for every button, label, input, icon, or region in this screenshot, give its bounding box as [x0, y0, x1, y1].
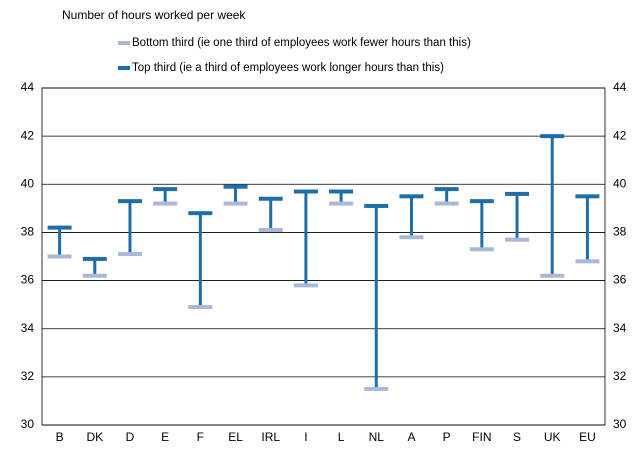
top-marker — [258, 196, 283, 201]
bottom-marker — [47, 254, 72, 259]
x-tick-label: I — [304, 430, 307, 444]
y-tick-label: 44 — [21, 80, 35, 94]
x-tick-label: FIN — [472, 430, 491, 444]
y-tick-label-right: 38 — [613, 225, 627, 239]
y-tick-label-right: 40 — [613, 176, 627, 190]
bottom-marker — [364, 386, 389, 391]
bottom-marker — [293, 283, 318, 288]
y-tick-label: 40 — [21, 176, 35, 190]
y-tick-label-right: 36 — [613, 273, 627, 287]
x-tick-label: F — [197, 430, 204, 444]
bottom-marker — [223, 201, 248, 206]
x-tick-label: L — [338, 430, 345, 444]
x-tick-label: A — [407, 430, 415, 444]
legend-swatch — [118, 41, 130, 45]
top-marker — [469, 199, 494, 204]
bottom-marker — [153, 201, 178, 206]
top-marker — [364, 203, 389, 208]
top-marker — [153, 187, 178, 192]
x-tick-label: D — [126, 430, 135, 444]
y-tick-label-right: 32 — [613, 369, 627, 383]
x-tick-label: NL — [369, 430, 385, 444]
top-marker — [434, 187, 459, 192]
bottom-marker — [82, 273, 107, 278]
x-tick-label: EL — [228, 430, 243, 444]
y-tick-label: 36 — [21, 273, 35, 287]
bottom-marker — [434, 201, 459, 206]
bottom-marker — [575, 259, 600, 264]
legend-label: Bottom third (ie one third of employees … — [132, 37, 471, 49]
x-tick-label: UK — [544, 430, 561, 444]
top-marker — [505, 191, 530, 196]
x-tick-label: B — [56, 430, 64, 444]
y-tick-label: 42 — [21, 128, 35, 142]
top-marker — [575, 194, 600, 199]
y-tick-label: 34 — [21, 321, 35, 335]
x-tick-label: P — [443, 430, 451, 444]
bottom-marker — [399, 235, 424, 240]
x-tick-label: S — [513, 430, 521, 444]
y-tick-label: 30 — [21, 417, 35, 431]
top-marker — [188, 211, 213, 216]
bottom-marker — [258, 228, 283, 233]
y-tick-label-right: 44 — [613, 80, 627, 94]
bottom-marker — [188, 305, 213, 310]
chart-title: Number of hours worked per week — [62, 8, 246, 22]
bottom-marker — [329, 201, 354, 206]
top-marker — [540, 134, 565, 139]
bottom-marker — [469, 247, 494, 252]
x-tick-label: E — [161, 430, 169, 444]
top-marker — [47, 225, 72, 230]
plot-frame — [41, 87, 606, 426]
y-tick-label-right: 30 — [613, 417, 627, 431]
x-tick-label: IRL — [261, 430, 280, 444]
y-tick-label: 32 — [21, 369, 35, 383]
bottom-marker — [505, 237, 530, 242]
top-marker — [223, 184, 248, 189]
legend-label: Top third (ie a third of employees work … — [132, 62, 444, 74]
y-tick-label-right: 42 — [613, 128, 627, 142]
x-tick-label: EU — [579, 430, 596, 444]
legend-swatch — [118, 66, 130, 70]
top-marker — [82, 256, 107, 261]
top-marker — [399, 194, 424, 199]
y-tick-label-right: 34 — [613, 321, 627, 335]
top-marker — [329, 189, 354, 194]
bottom-marker — [117, 252, 142, 257]
bottom-marker — [540, 273, 565, 278]
top-marker — [117, 199, 142, 204]
top-marker — [293, 189, 318, 194]
y-tick-label: 38 — [21, 225, 35, 239]
x-tick-label: DK — [86, 430, 103, 444]
